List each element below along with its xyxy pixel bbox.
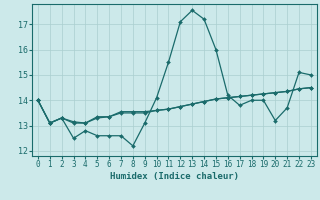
X-axis label: Humidex (Indice chaleur): Humidex (Indice chaleur) (110, 172, 239, 181)
